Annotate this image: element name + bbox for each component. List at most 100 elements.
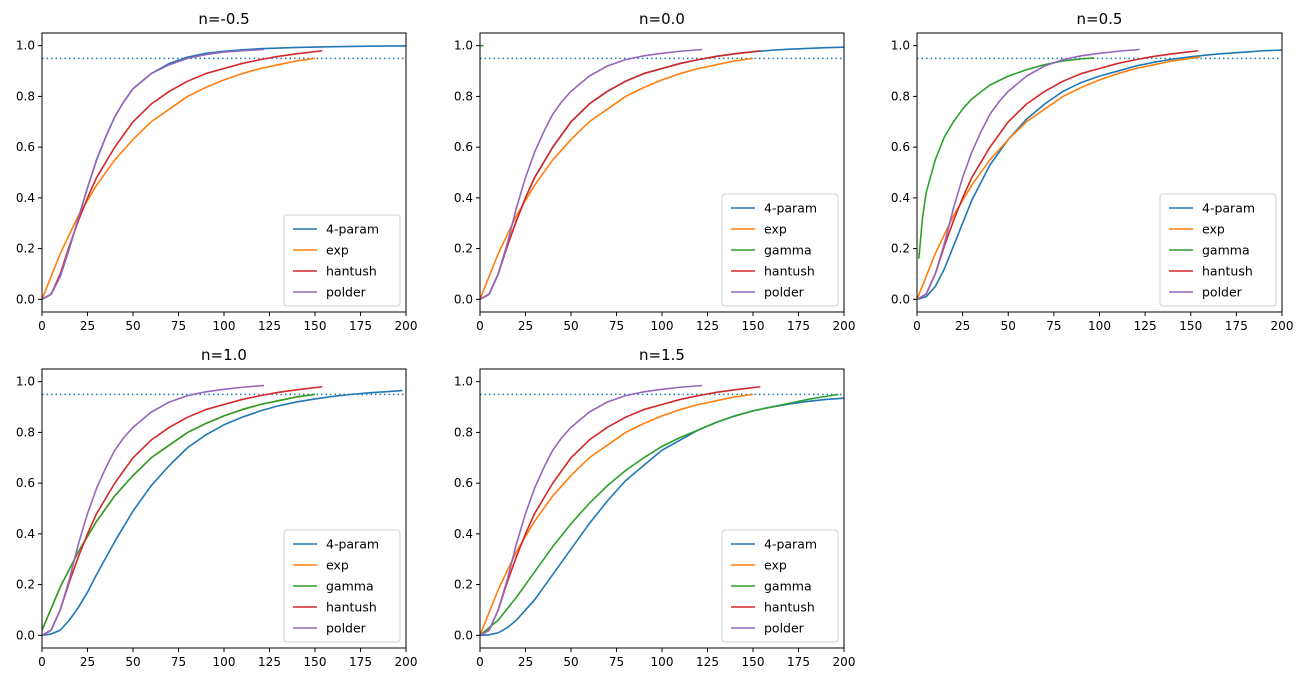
- x-tick-label: 175: [787, 319, 810, 333]
- legend-box: [721, 193, 839, 307]
- x-tick-label: 25: [955, 319, 970, 333]
- y-tick-label: 1.0: [454, 375, 473, 389]
- legend-label-exp: exp: [326, 243, 349, 258]
- subplot-title: n=1.0: [201, 346, 247, 364]
- y-tick-label: 0.8: [891, 89, 910, 103]
- legend-box: [283, 529, 401, 643]
- legend-label-polder: polder: [764, 621, 805, 636]
- y-tick-label: 0.6: [891, 140, 910, 154]
- y-tick-label: 0.6: [454, 476, 473, 490]
- legend-label-polder: polder: [764, 285, 805, 300]
- x-tick-label: 200: [395, 655, 418, 669]
- x-tick-label: 150: [742, 655, 765, 669]
- series-line-exp: [480, 57, 754, 300]
- legend: 4-param exp hantush polder: [283, 214, 401, 307]
- y-tick-label: 0.0: [16, 628, 35, 642]
- legend-label-gamma: gamma: [1202, 243, 1250, 258]
- y-tick-label: 0.4: [891, 191, 910, 205]
- legend: 4-param exp gamma hantush polder: [283, 529, 401, 643]
- y-tick-label: 0.8: [16, 89, 35, 103]
- x-tick-label: 25: [518, 319, 533, 333]
- legend-label-4-param: 4-param: [326, 222, 379, 237]
- axes-frame: [479, 368, 845, 649]
- x-tick-label: 100: [651, 655, 674, 669]
- legend-label-gamma: gamma: [764, 243, 812, 258]
- y-tick-label: 1.0: [891, 39, 910, 53]
- x-tick-label: 200: [833, 319, 856, 333]
- x-tick-label: 125: [696, 655, 719, 669]
- x-tick-label: 150: [742, 319, 765, 333]
- legend-label-gamma: gamma: [326, 579, 374, 594]
- series-line-polder: [480, 384, 703, 637]
- legend-label-gamma: gamma: [764, 579, 812, 594]
- x-tick-label: 75: [609, 655, 624, 669]
- x-tick-label: 100: [651, 319, 674, 333]
- legend: 4-param exp gamma hantush polder: [721, 193, 839, 307]
- axes-frame: [479, 32, 845, 313]
- y-tick-label: 0.8: [454, 425, 473, 439]
- x-tick-label: 0: [913, 319, 921, 333]
- x-tick-label: 50: [1001, 319, 1016, 333]
- subplot-title: n=0.0: [639, 10, 685, 28]
- legend-label-exp: exp: [764, 558, 787, 573]
- x-tick-label: 125: [696, 319, 719, 333]
- y-tick-label: 0.2: [16, 242, 35, 256]
- legend-box: [721, 529, 839, 643]
- x-tick-label: 175: [1225, 319, 1248, 333]
- x-tick-label: 0: [38, 655, 46, 669]
- y-tick-label: 1.0: [16, 375, 35, 389]
- x-tick-label: 200: [395, 319, 418, 333]
- series-line-polder: [917, 48, 1140, 301]
- series-line-polder: [42, 48, 265, 301]
- x-tick-label: 125: [258, 655, 281, 669]
- series-line-polder: [42, 384, 265, 637]
- legend-label-4-param: 4-param: [764, 537, 817, 552]
- legend-label-4-param: 4-param: [1202, 201, 1255, 216]
- legend-label-polder: polder: [1202, 285, 1243, 300]
- x-tick-label: 75: [171, 319, 186, 333]
- y-tick-label: 0.4: [454, 527, 473, 541]
- y-tick-label: 0.8: [16, 425, 35, 439]
- y-tick-label: 0.2: [16, 578, 35, 592]
- legend-box: [1159, 193, 1277, 307]
- x-tick-label: 50: [563, 655, 578, 669]
- x-tick-label: 75: [171, 655, 186, 669]
- series-line-gamma: [480, 393, 839, 636]
- subplot: n=1.0 0.0 0.2 0.4 0.6 0.8 1.0 0 25 50 75 100 125 150 1…: [16, 346, 418, 669]
- legend-label-hantush: hantush: [326, 600, 377, 615]
- x-tick-label: 0: [38, 319, 46, 333]
- legend-label-4-param: 4-param: [764, 201, 817, 216]
- legend-label-hantush: hantush: [764, 600, 815, 615]
- series-line-exp: [42, 393, 316, 631]
- legend-label-polder: polder: [326, 621, 367, 636]
- legend-label-exp: exp: [326, 558, 349, 573]
- y-tick-label: 0.2: [454, 578, 473, 592]
- x-tick-label: 200: [1271, 319, 1294, 333]
- subplot: n=-0.5 0.0 0.2 0.4 0.6 0.8 1.0 0 25 50 75 100 125 150…: [16, 10, 418, 333]
- legend-label-hantush: hantush: [1202, 264, 1253, 279]
- series-line-gamma: [918, 57, 1095, 259]
- x-tick-label: 100: [213, 319, 236, 333]
- axes-frame: [41, 32, 407, 313]
- series-line-polder: [480, 48, 703, 301]
- legend-label-hantush: hantush: [764, 264, 815, 279]
- legend-label-exp: exp: [764, 222, 787, 237]
- x-tick-label: 0: [476, 319, 484, 333]
- series-line-4-param: [42, 389, 403, 637]
- axes-frame: [916, 32, 1283, 313]
- x-tick-label: 175: [349, 319, 372, 333]
- y-tick-label: 0.2: [891, 242, 910, 256]
- y-tick-label: 1.0: [454, 39, 473, 53]
- x-tick-label: 150: [304, 319, 327, 333]
- legend-label-polder: polder: [326, 285, 367, 300]
- x-tick-label: 100: [213, 655, 236, 669]
- x-tick-label: 150: [304, 655, 327, 669]
- x-tick-label: 25: [518, 655, 533, 669]
- series-line-hantush: [480, 49, 761, 301]
- legend: 4-param exp gamma hantush polder: [721, 529, 839, 643]
- series-line-hantush: [480, 385, 761, 637]
- y-tick-label: 0.2: [454, 242, 473, 256]
- subplot-title: n=0.5: [1077, 10, 1123, 28]
- subplot: n=0.5 0.0 0.2 0.4 0.6 0.8 1.0 0 25 50 75 100 125 150 1…: [891, 10, 1294, 333]
